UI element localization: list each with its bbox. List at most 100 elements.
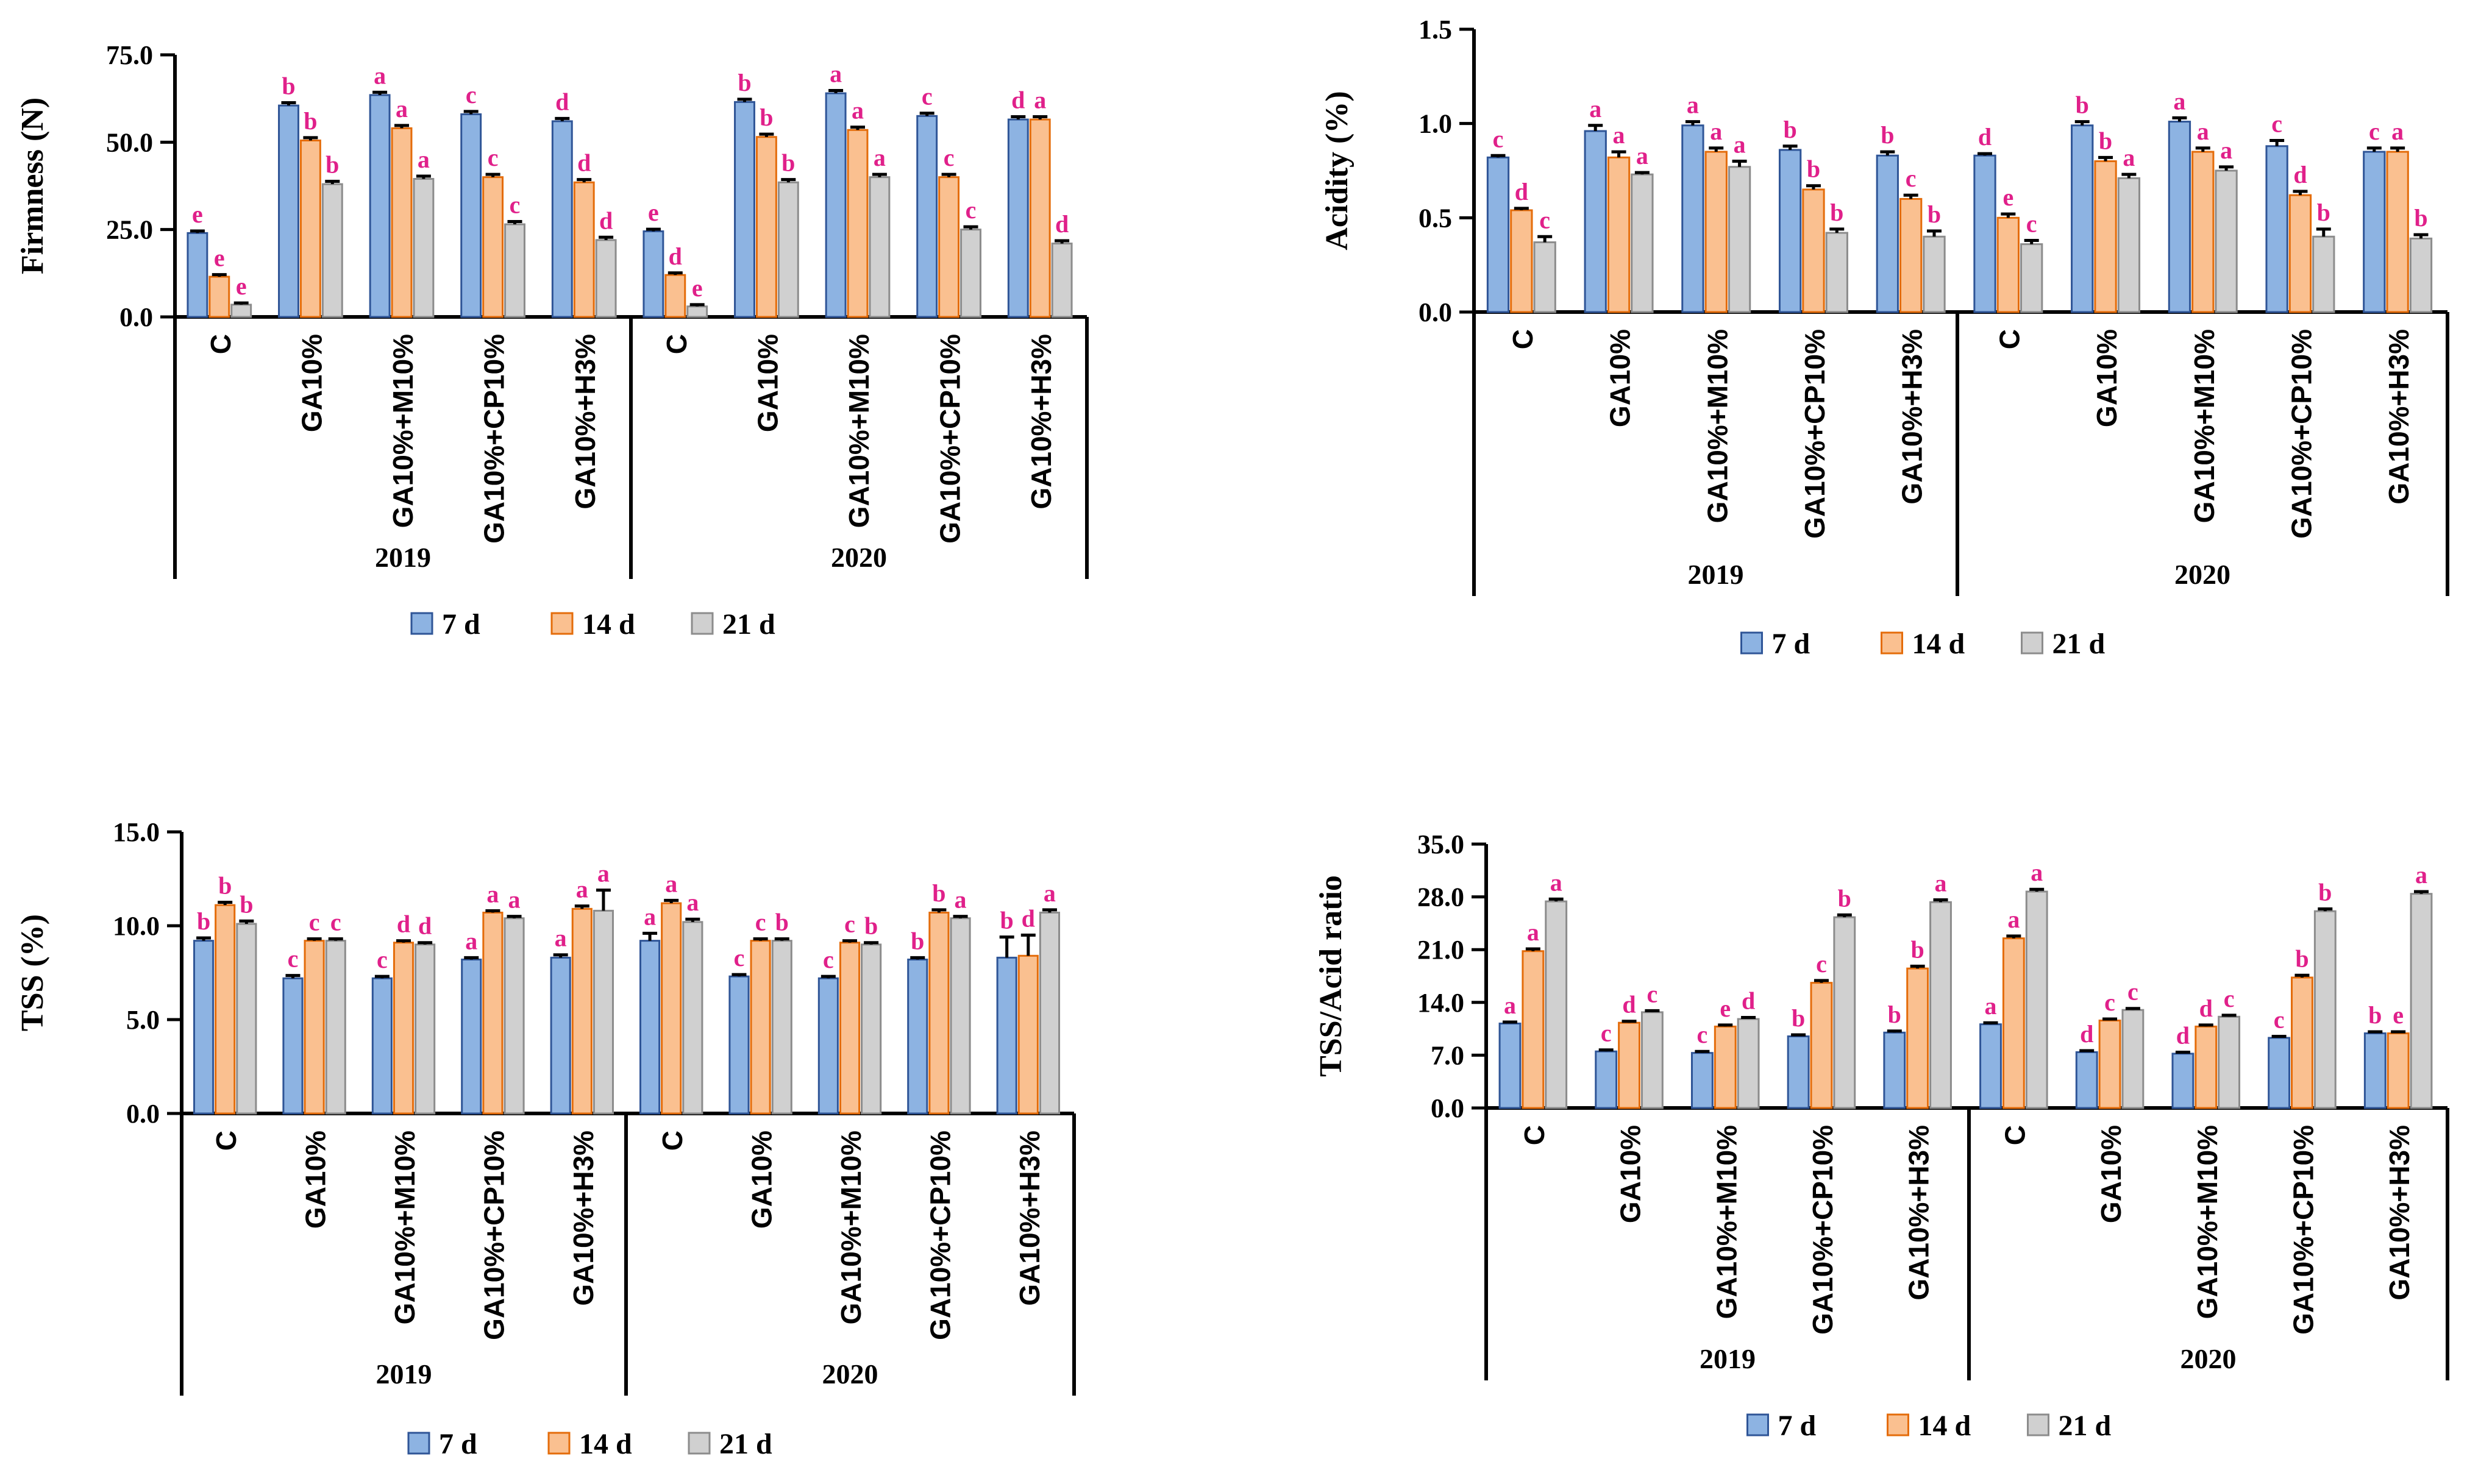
bar-21d-7 — [869, 176, 891, 318]
significance-letter: d — [1055, 210, 1069, 238]
y-tick-label: 0.0 — [119, 302, 153, 332]
significance-letter: d — [1515, 178, 1528, 205]
x-category-label: GA10%+H3% — [1903, 1125, 1935, 1301]
bar-14d-5 — [2002, 937, 2025, 1109]
x-category-label: GA10%+M10% — [835, 1131, 867, 1324]
x-category-label: GA10%+M10% — [843, 334, 875, 528]
y-tick-label: 0.0 — [1431, 1093, 1464, 1123]
bar-21d-2 — [413, 178, 435, 318]
significance-letter: c — [2274, 1006, 2285, 1033]
significance-letter: d — [669, 243, 682, 270]
y-axis-title: TSS/Acid ratio — [1314, 875, 1348, 1077]
significance-letter: a — [1527, 918, 1539, 946]
x-category-label: GA10% — [1615, 1125, 1646, 1223]
bar-21d-3 — [1825, 232, 1848, 313]
bar-21d-4 — [1929, 901, 1952, 1109]
bar-14d-0 — [215, 904, 236, 1115]
bar-21d-3 — [504, 917, 525, 1115]
significance-letter: c — [2104, 989, 2115, 1016]
x-category-label: GA10%+CP10% — [934, 334, 966, 544]
y-tick-label: 7.0 — [1431, 1040, 1464, 1070]
significance-letter: a — [2173, 87, 2185, 115]
bar-7d-4 — [550, 956, 571, 1115]
legend-swatch-14d — [550, 612, 574, 635]
significance-letter: b — [864, 912, 878, 940]
significance-letter: a — [555, 925, 567, 952]
bar-21d-6 — [2121, 1009, 2145, 1109]
significance-letter: b — [1830, 199, 1843, 226]
bar-7d-2 — [371, 977, 393, 1115]
legend-label: 14 d — [1912, 628, 1965, 660]
significance-letter: e — [2393, 1001, 2404, 1029]
legend-label: 14 d — [582, 608, 635, 641]
bar-7d-5 — [1973, 154, 1996, 313]
significance-letter: c — [309, 909, 320, 936]
significance-letter: c — [734, 944, 745, 971]
y-axis-title: TSS (%) — [15, 914, 50, 1031]
x-category-label: GA10% — [752, 334, 783, 432]
bar-21d-9 — [1039, 911, 1061, 1115]
bar-7d-6 — [2075, 1051, 2098, 1109]
bar-14d-9 — [1017, 954, 1039, 1115]
significance-letter: d — [2080, 1020, 2093, 1048]
bar-21d-9 — [1051, 243, 1073, 318]
y-tick-label: 14.0 — [1417, 988, 1464, 1018]
legend-label: 21 d — [719, 1428, 772, 1460]
significance-letter: a — [486, 880, 499, 907]
y-tick-label: 10.0 — [113, 911, 160, 941]
significance-letter: c — [755, 909, 766, 936]
legend-label: 14 d — [1918, 1410, 1971, 1442]
significance-letter: a — [1734, 131, 1746, 158]
significance-letter: a — [1934, 870, 1946, 897]
significance-letter: a — [1504, 992, 1516, 1019]
x-category-label: GA10% — [296, 334, 327, 432]
bar-21d-6 — [777, 181, 799, 318]
bar-7d-8 — [2268, 1037, 2291, 1109]
bar-14d-3 — [482, 176, 504, 318]
x-category-label: GA10%+CP10% — [2287, 1125, 2319, 1335]
bar-7d-7 — [2168, 121, 2191, 313]
bar-7d-1 — [1584, 130, 1607, 313]
significance-letter: b — [781, 149, 795, 177]
bar-7d-5 — [639, 940, 661, 1115]
significance-letter: a — [418, 146, 430, 173]
legend-swatch-21d — [2021, 631, 2043, 655]
significance-letter: b — [1881, 121, 1894, 149]
significance-letter: a — [1687, 91, 1699, 119]
bar-14d-4 — [573, 181, 595, 318]
significance-letter: b — [1911, 935, 1924, 963]
significance-letter: d — [1978, 123, 1992, 151]
bar-7d-9 — [996, 956, 1017, 1115]
significance-letter: c — [2026, 210, 2037, 237]
bar-7d-1 — [282, 977, 304, 1115]
y-tick-label: 28.0 — [1417, 882, 1464, 912]
significance-letter: c — [288, 945, 299, 973]
significance-letter: c — [1816, 950, 1827, 978]
significance-letter: a — [465, 927, 477, 954]
legend-swatch-21d — [688, 1432, 711, 1455]
y-tick-label: 15.0 — [113, 817, 160, 847]
bar-14d-4 — [571, 907, 593, 1115]
y-axis-title: Acidity (%) — [1320, 91, 1355, 250]
significance-letter: a — [1985, 992, 1997, 1020]
x-category-label: GA10% — [746, 1131, 778, 1229]
x-category-label: GA10% — [1604, 329, 1636, 427]
bar-14d-1 — [1618, 1021, 1640, 1109]
bar-14d-7 — [2191, 151, 2215, 313]
significance-letter: a — [1044, 879, 1056, 907]
bar-21d-3 — [504, 223, 525, 318]
bar-7d-6 — [734, 101, 755, 318]
x-category-label: GA10%+H3% — [1014, 1131, 1045, 1306]
x-category-label: GA10%+CP10% — [1807, 1125, 1839, 1335]
bar-14d-0 — [208, 275, 230, 318]
significance-letter: b — [282, 73, 295, 100]
bar-14d-6 — [750, 940, 771, 1115]
bar-14d-6 — [2094, 160, 2117, 313]
significance-letter: d — [599, 207, 613, 234]
bar-21d-5 — [682, 921, 703, 1115]
x-category-label: C — [661, 334, 692, 354]
year-label: 2019 — [1700, 1343, 1756, 1374]
